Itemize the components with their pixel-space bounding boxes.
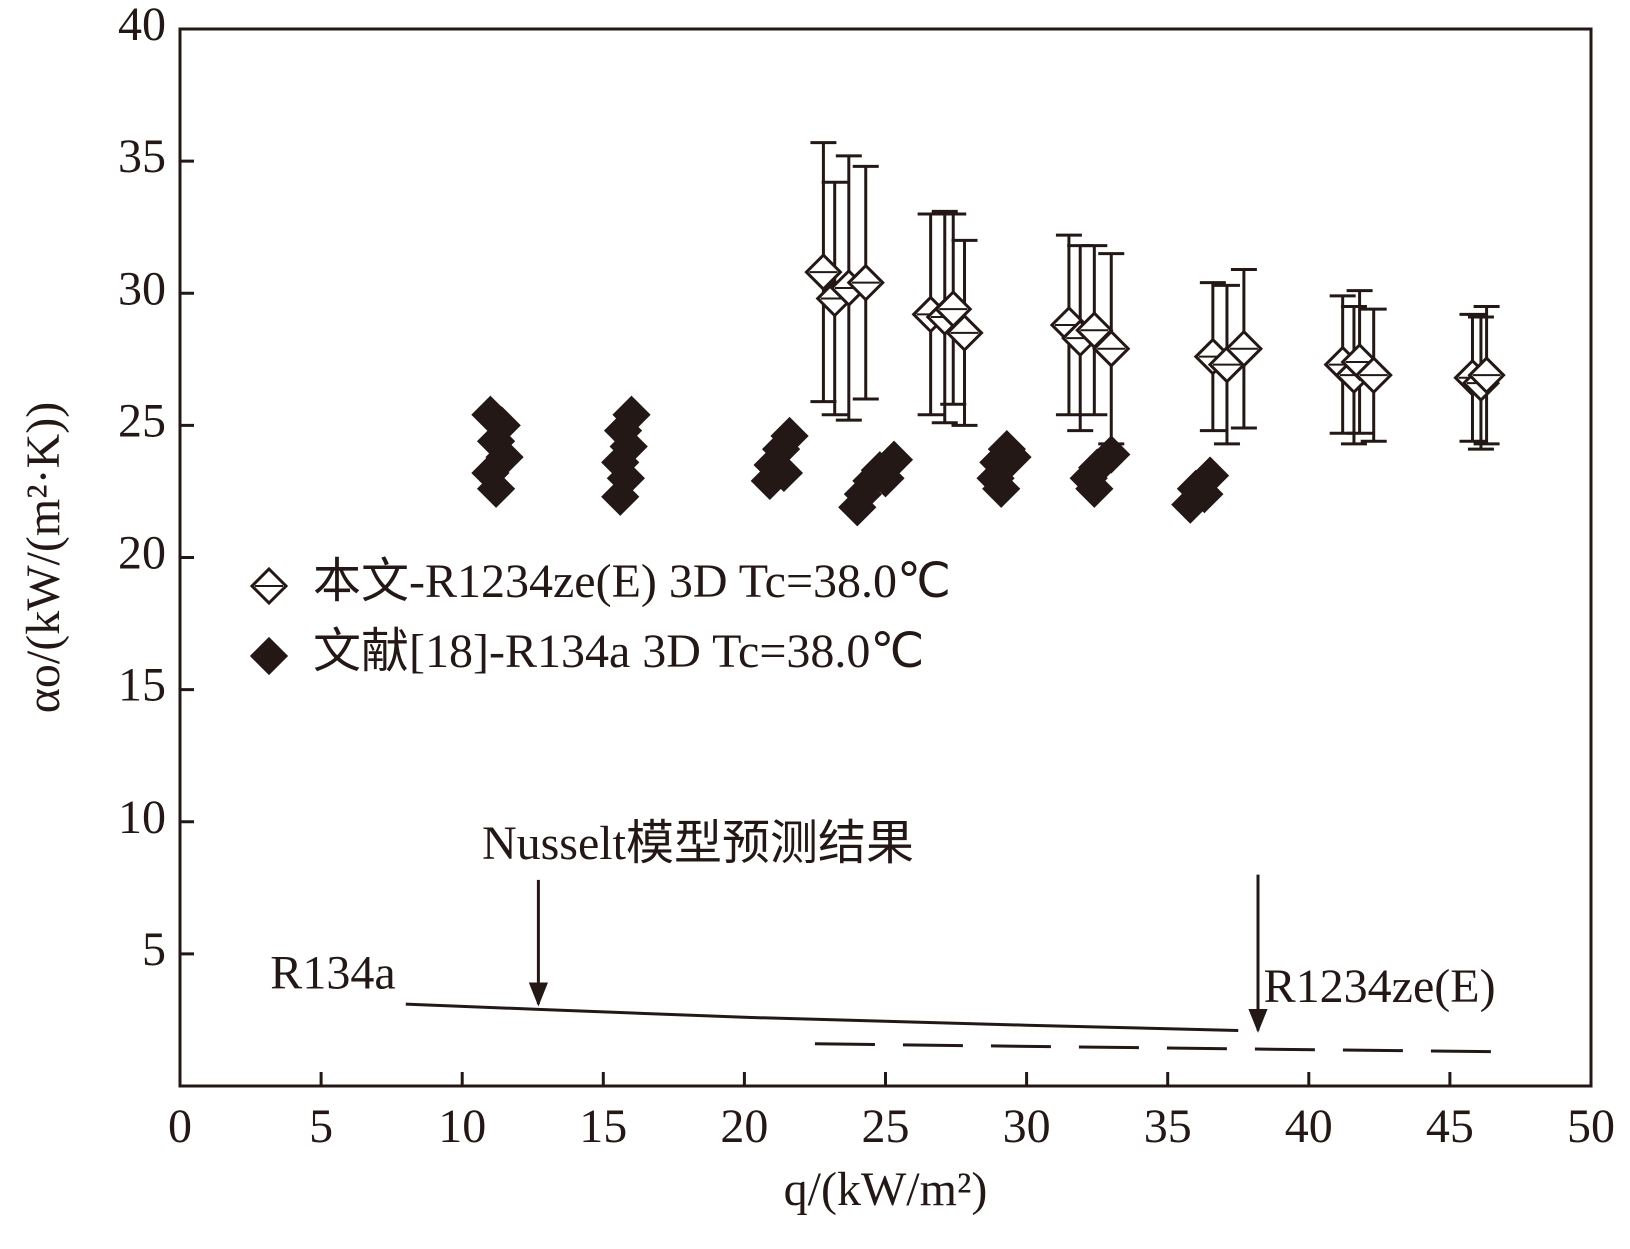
x-tick-label: 10 bbox=[438, 1100, 486, 1153]
line-label: R134a bbox=[270, 947, 395, 1000]
y-axis-label: αo/(kW/(m²·K)) bbox=[17, 402, 70, 713]
data-point bbox=[1185, 474, 1224, 514]
x-tick-label: 35 bbox=[1144, 1100, 1192, 1153]
x-tick-label: 20 bbox=[720, 1100, 768, 1153]
x-tick-label: 25 bbox=[862, 1100, 910, 1153]
x-tick-label: 45 bbox=[1426, 1100, 1474, 1153]
y-tick-label: 40 bbox=[118, 0, 166, 51]
x-tick-label: 0 bbox=[168, 1100, 192, 1153]
legend-label: 文献[18]-R134a 3D Tc=38.0℃ bbox=[313, 625, 924, 678]
x-tick-label: 40 bbox=[1285, 1100, 1333, 1153]
line-label: R1234ze(E) bbox=[1264, 960, 1496, 1013]
x-tick-label: 15 bbox=[579, 1100, 627, 1153]
x-tick-label: 5 bbox=[309, 1100, 333, 1153]
legend-label: 本文-R1234ze(E) 3D Tc=38.0℃ bbox=[313, 555, 951, 608]
annotation: Nusselt模型预测结果 bbox=[482, 817, 914, 870]
legend-marker bbox=[249, 636, 289, 676]
x-axis-label: q/(kW/m²) bbox=[784, 1163, 988, 1216]
x-tick-label: 50 bbox=[1567, 1100, 1615, 1153]
y-tick-label: 15 bbox=[118, 659, 166, 712]
y-tick-label: 5 bbox=[142, 923, 166, 976]
data-point bbox=[838, 488, 877, 527]
data-point bbox=[750, 461, 789, 500]
data-point bbox=[993, 437, 1032, 477]
y-tick-label: 10 bbox=[118, 791, 166, 844]
model-line bbox=[405, 1002, 1239, 1033]
data-point bbox=[866, 459, 905, 498]
data-point bbox=[601, 477, 640, 516]
data-point bbox=[982, 469, 1021, 508]
model-line bbox=[814, 1042, 1493, 1054]
x-tick-label: 30 bbox=[1003, 1100, 1051, 1153]
data-point bbox=[476, 469, 516, 508]
y-tick-label: 20 bbox=[118, 527, 166, 580]
y-tick-label: 35 bbox=[118, 130, 166, 183]
y-tick-label: 25 bbox=[118, 394, 166, 447]
y-tick-label: 30 bbox=[118, 262, 166, 315]
data-point bbox=[1075, 469, 1114, 508]
